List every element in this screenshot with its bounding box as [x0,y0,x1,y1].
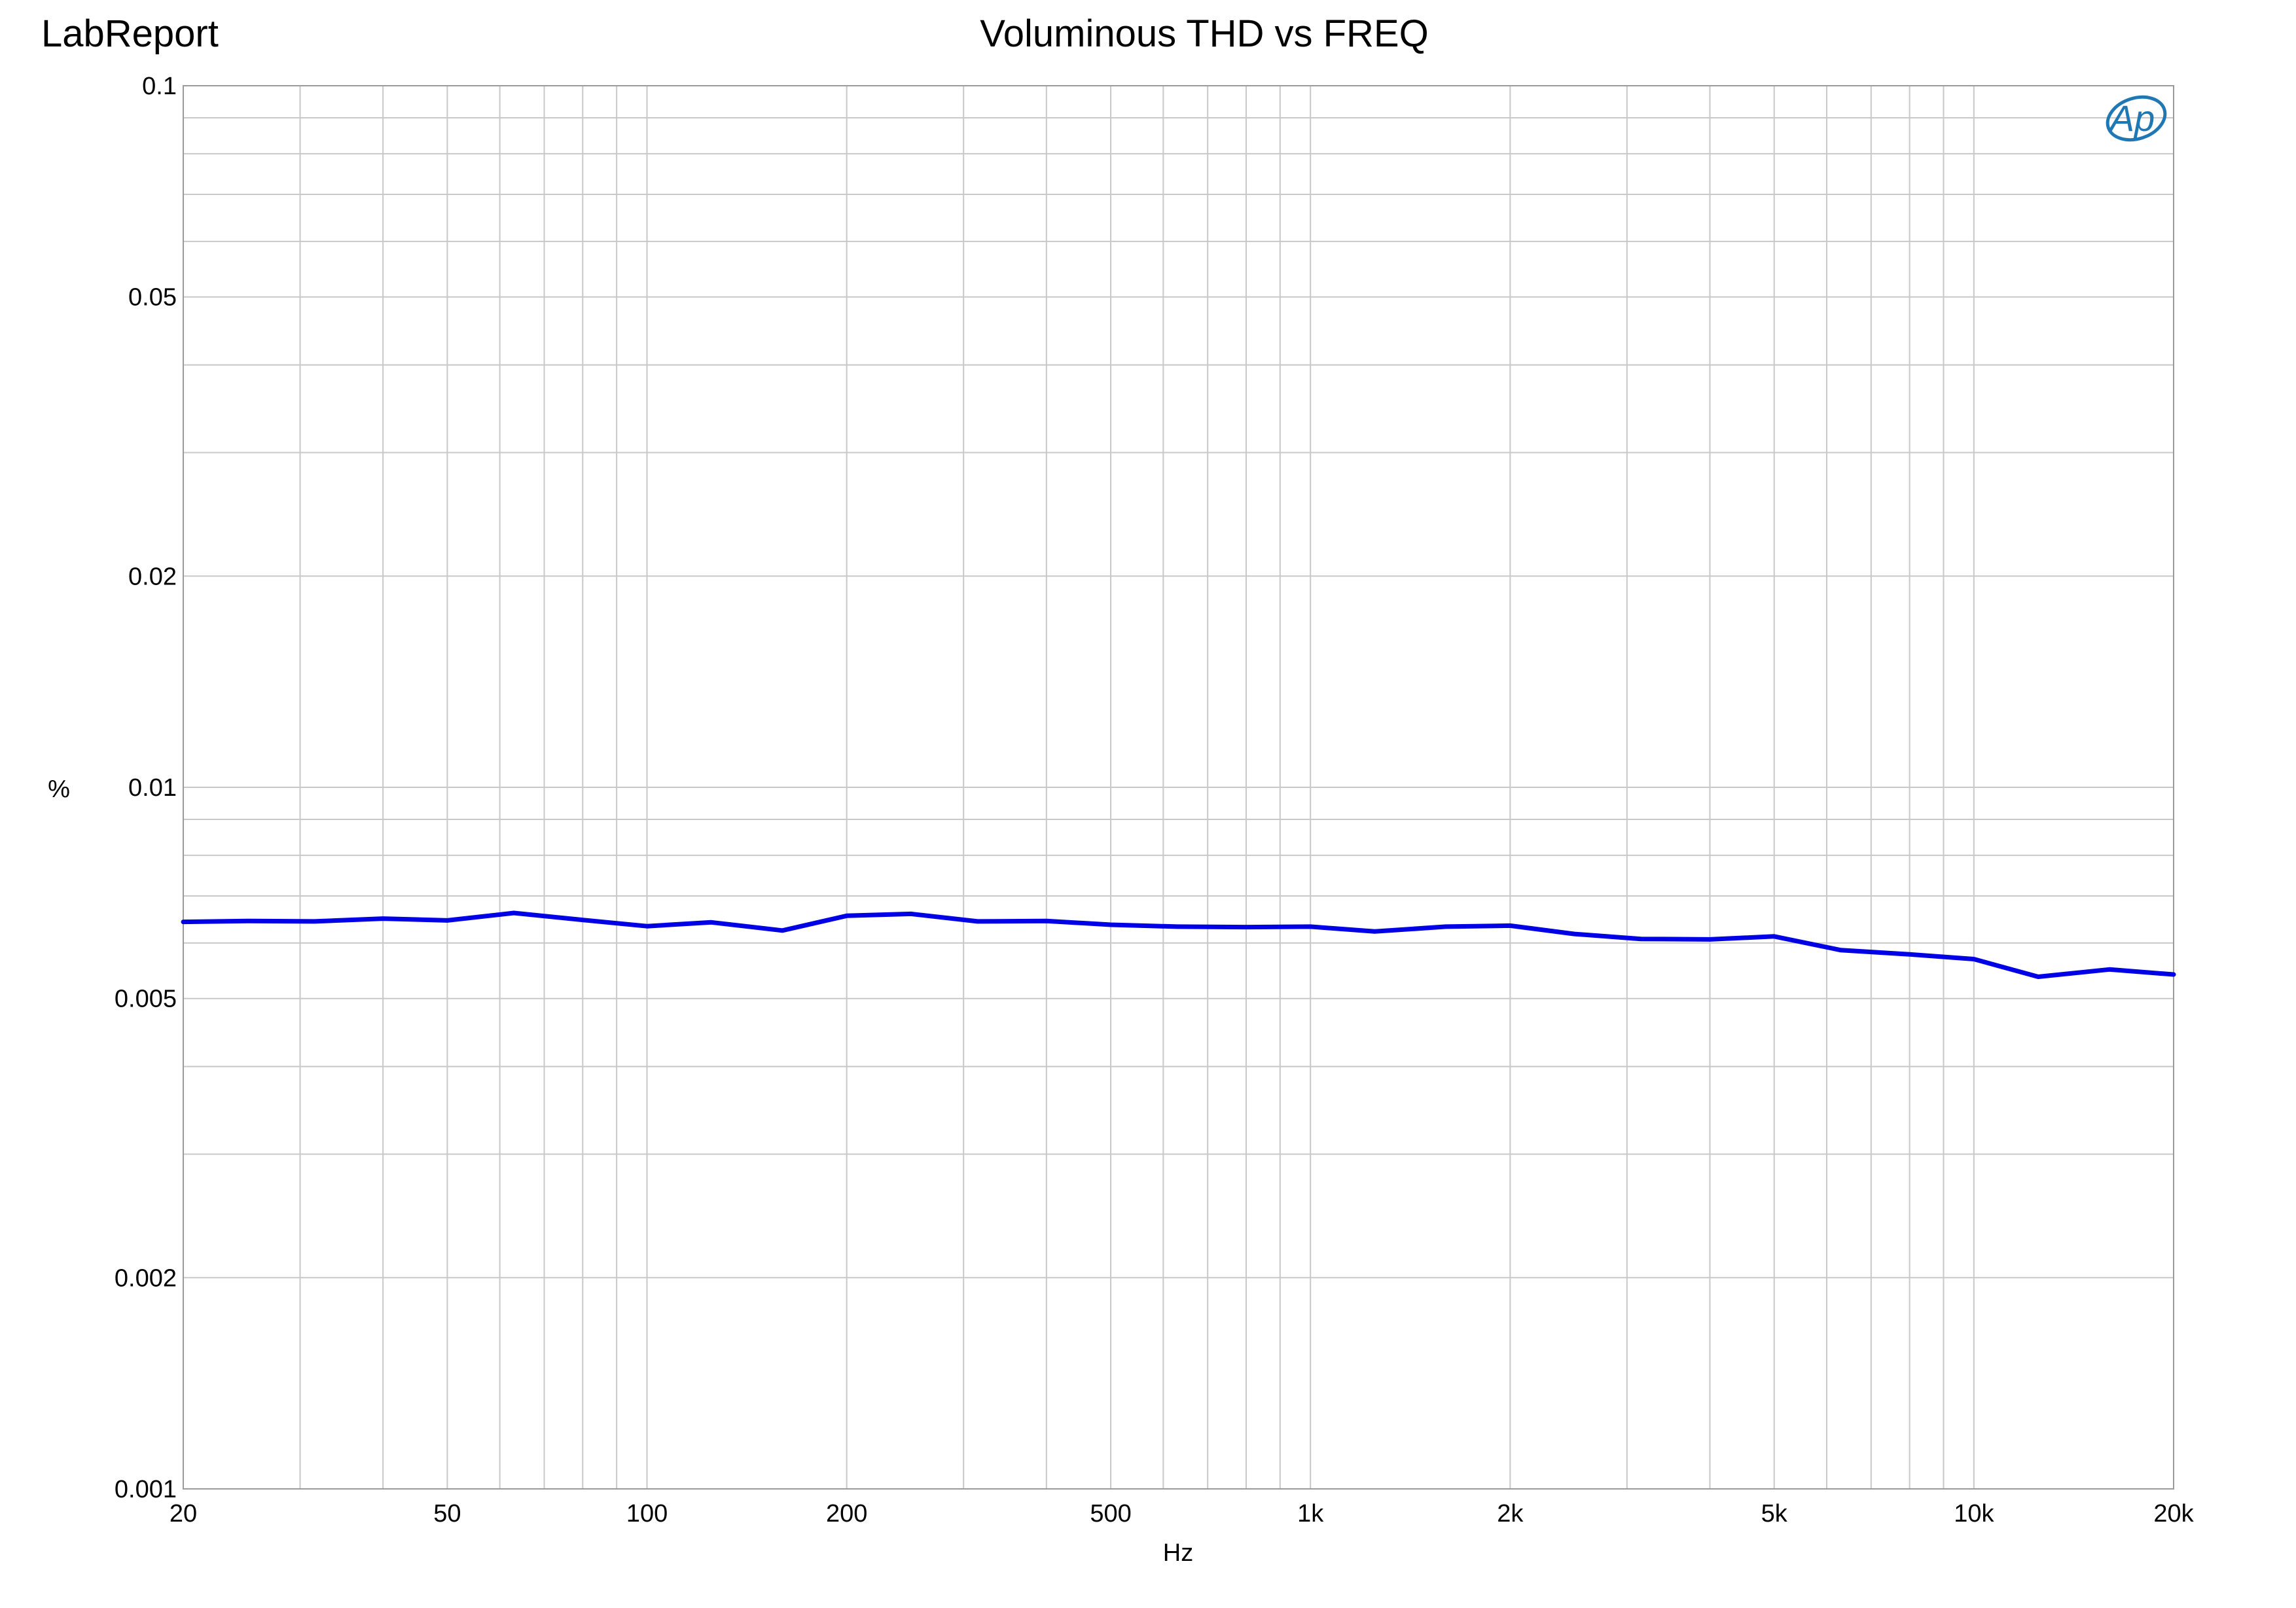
series-layer [181,910,2176,979]
x-tick-label: 200 [826,1500,867,1528]
y-tick-label: 0.01 [128,774,177,802]
y-tick-label: 0.02 [128,563,177,590]
x-tick-label: 5k [1761,1500,1788,1528]
x-tick-label: 100 [626,1500,668,1528]
y-tick-label: 0.001 [115,1476,177,1503]
y-tick-labels: 0.1 0.05 0.02 0.01 0.005 0.002 0.001 [115,73,177,1503]
x-axis-label: Hz [1163,1539,1193,1567]
y-tick-label: 0.002 [115,1264,177,1292]
chart-title: Voluminous THD vs FREQ [980,12,1429,55]
major-grid [183,117,2174,1279]
ap-logo-swoosh [2106,95,2167,142]
x-tick-label: 20 [170,1500,197,1528]
x-tick-labels: 20 50 100 200 500 1k 2k 5k 10k 20k [170,1500,2195,1528]
x-tick-label: 10k [1954,1500,1994,1528]
x-tick-label: 2k [1497,1500,1524,1528]
ap-logo: Ap [2106,95,2167,142]
y-axis-label: % [48,776,70,803]
x-tick-label: 500 [1090,1500,1131,1528]
y-tick-label: 0.005 [115,986,177,1013]
plot-frame [183,85,2174,1490]
y-tick-label: 0.1 [142,73,177,100]
brand-label: LabReport [41,12,219,55]
x-tick-label: 50 [433,1500,461,1528]
series-line [181,910,2176,979]
ap-logo-text: Ap [2108,98,2155,139]
x-tick-label: 1k [1297,1500,1324,1528]
x-tick-label: 20k [2153,1500,2194,1528]
y-tick-label: 0.05 [128,284,177,312]
